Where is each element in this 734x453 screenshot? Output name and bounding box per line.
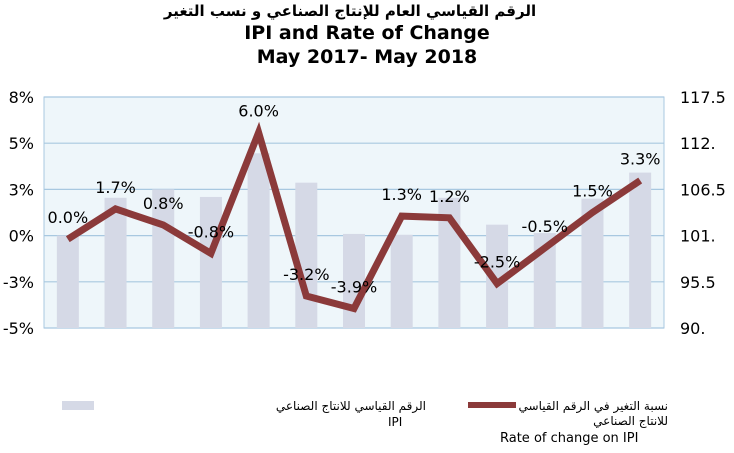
data-label: -2.5% [474, 253, 520, 272]
right-tick-label: 112. [680, 134, 716, 153]
ipi-bar [104, 197, 127, 328]
data-label: 1.5% [572, 182, 613, 201]
ipi-bar [295, 182, 318, 328]
ipi-bar [629, 172, 652, 328]
ipi-bar [199, 196, 222, 328]
data-label: 0.0% [48, 208, 89, 227]
left-tick-label: -3% [3, 273, 34, 292]
legend-line-label-arabic-1: نسبة التغير في الرقم القياسي [518, 399, 668, 413]
legend-line-label-arabic-2: للانتاج الصناعي [593, 414, 668, 428]
data-label: 3.3% [620, 150, 661, 169]
left-tick-label: 8% [9, 88, 34, 107]
data-label: -3.2% [283, 265, 329, 284]
right-tick-label: 90. [680, 319, 705, 338]
ipi-bar [390, 234, 413, 328]
right-tick-label: 106.5 [680, 180, 726, 199]
ipi-bar [56, 235, 79, 328]
legend-bar-label-arabic: الرقم القياسي للانتاج الصناعي [275, 399, 426, 413]
legend-line-label: Rate of change on IPI [500, 431, 639, 446]
left-tick-label: 3% [9, 180, 34, 199]
chart-subtitle: May 2017- May 2018 [256, 46, 478, 68]
legend-line-swatch [468, 402, 516, 408]
left-tick-label: -5% [3, 319, 34, 338]
data-label: -3.9% [331, 277, 377, 296]
ipi-bar [581, 198, 604, 328]
left-tick-label: 5% [9, 134, 34, 153]
ipi-bar [533, 233, 556, 328]
right-tick-label: 117.5 [680, 88, 726, 107]
data-label: 1.3% [381, 185, 422, 204]
data-label: -0.8% [188, 222, 234, 241]
data-label: 6.0% [238, 102, 279, 121]
ipi-bar [247, 153, 270, 328]
chart-title-arabic: الرقم القياسي العام للإنتاج الصناعي و نس… [163, 2, 537, 20]
left-tick-label: 0% [9, 227, 34, 246]
data-label: 0.8% [143, 194, 184, 213]
ipi-bar [486, 224, 509, 328]
data-label: 1.7% [95, 178, 136, 197]
legend-bar-label: IPI [388, 415, 403, 429]
right-tick-label: 101. [680, 227, 716, 246]
chart-title: IPI and Rate of Change [244, 22, 490, 44]
right-tick-label: 95.5 [680, 273, 716, 292]
data-label: -0.5% [522, 217, 568, 236]
data-label: 1.2% [429, 187, 470, 206]
legend-bar-swatch [62, 401, 94, 410]
